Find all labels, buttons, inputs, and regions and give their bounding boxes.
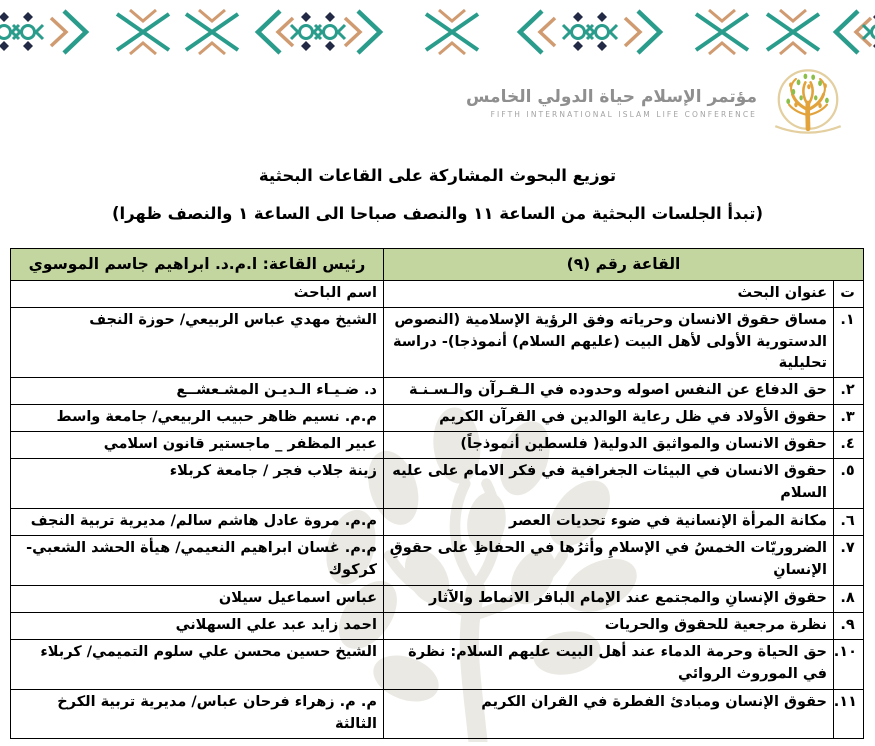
row-number: ٧. <box>833 535 864 586</box>
decorative-border-pattern <box>0 8 875 56</box>
table-row: ٥. حقوق الانسان في البيئات الجغرافية في … <box>9 458 864 509</box>
table-row: ٩. نظرة مرجعية للحقوق والحريات احمد زايد… <box>9 612 864 640</box>
tree-logo-icon <box>774 69 842 134</box>
conference-title-arabic: مؤتمر الإسلام حياة الدولي الخامس <box>466 87 757 108</box>
column-header-researcher: اسم الباحث <box>9 280 384 308</box>
hall-number-cell: القاعة رقم (٩) <box>382 248 865 281</box>
row-researcher-name: د. ضـيـاء الـديـن المشـعشــع <box>9 377 384 405</box>
row-number: ١٠. <box>833 639 864 690</box>
row-researcher-name: م.م. مروة عادل هاشم سالم/ مديرية تربية ا… <box>9 508 384 536</box>
row-number: ١١. <box>833 689 864 739</box>
conference-logo-text: مؤتمر الإسلام حياة الدولي الخامس FIFTH I… <box>466 87 757 118</box>
table-row: ٤. حقوق الانسان والمواثيق الدولية( فلسطي… <box>9 431 864 459</box>
row-research-title: حقوق الانسان والمواثيق الدولية( فلسطين أ… <box>382 431 835 459</box>
page: { "logo": { "title_ar": "مؤتمر الإسلام ح… <box>0 6 875 746</box>
conference-logo-block: مؤتمر الإسلام حياة الدولي الخامس FIFTH I… <box>466 60 851 146</box>
row-number: ٨. <box>833 585 864 613</box>
row-researcher-name: م.م. نسيم ظاهر حبيب الربيعي/ جامعة واسط <box>9 404 384 432</box>
decorative-border <box>0 6 875 58</box>
table-row: ٧. الضروريّات الخمسُ في الإسلامِ وأثرُها… <box>9 535 864 586</box>
row-research-title: حقوق الأولاد في ظل رعاية الوالدين في الق… <box>382 404 835 432</box>
row-number: ٩. <box>833 612 864 640</box>
papers-table: القاعة رقم (٩) رئيس القاعة: ا.م.د. ابراه… <box>9 248 865 739</box>
page-subtitle: (تبدأ الجلسات البحثية من الساعة ١١ والنص… <box>111 204 764 223</box>
row-number: ٣. <box>833 404 864 432</box>
row-researcher-name: عباس اسماعيل سيلان <box>9 585 384 613</box>
column-header-row: ت عنوان البحث اسم الباحث <box>9 280 864 308</box>
page-title: توزيع البحوث المشاركة على القاعات البحثي… <box>258 166 617 185</box>
row-number: ٦. <box>833 508 864 536</box>
table-body: ١. مساق حقوق الانسان وحرياته وفق الرؤية … <box>9 306 864 739</box>
row-researcher-name: م. م. زهراء فرحان عباس/ مديرية تربية الك… <box>9 689 384 739</box>
row-research-title: نظرة مرجعية للحقوق والحريات <box>382 612 835 640</box>
table-row: ١١. حقوق الإنسان ومبادئ الفطرة في القران… <box>9 689 864 739</box>
row-research-title: حق الدفاع عن النفس اصوله وحدوده في الـقـ… <box>382 377 835 405</box>
row-researcher-name: الشيخ مهدي عباس الربيعي/ حوزة النجف <box>9 306 384 379</box>
row-number: ٥. <box>833 458 864 509</box>
row-research-title: حقوق الانسان في البيئات الجغرافية في فكر… <box>382 458 835 509</box>
hall-header-row: القاعة رقم (٩) رئيس القاعة: ا.م.د. ابراه… <box>9 248 865 281</box>
row-number: ١. <box>833 306 864 379</box>
row-researcher-name: م.م. غسان ابراهيم النعيمي/ هيأة الحشد ال… <box>9 535 384 586</box>
hall-chair-cell: رئيس القاعة: ا.م.د. ابراهيم جاسم الموسوي <box>9 248 384 281</box>
table-row: ٨. حقوق الإنسانِ والمجتمع عند الإمام الب… <box>9 585 864 613</box>
row-research-title: مساق حقوق الانسان وحرياته وفق الرؤية الإ… <box>382 306 835 379</box>
table-row: ٣. حقوق الأولاد في ظل رعاية الوالدين في … <box>9 404 864 432</box>
row-research-title: حقوق الإنسانِ والمجتمع عند الإمام الباقر… <box>382 585 835 613</box>
row-research-title: حق الحياة وحرمة الدماء عند أهل البيت علي… <box>382 639 835 690</box>
row-number: ٢. <box>833 377 864 405</box>
column-header-number: ت <box>833 280 864 308</box>
row-researcher-name: عبير المظفر _ ماجستير قانون اسلامي <box>9 431 384 459</box>
conference-title-english: FIFTH INTERNATIONAL ISLAM LIFE CONFERENC… <box>490 109 757 119</box>
table-row: ١٠. حق الحياة وحرمة الدماء عند أهل البيت… <box>9 639 864 690</box>
table-row: ٦. مكانة المرأة الإنسانية في ضوء تحديات … <box>9 508 864 536</box>
row-research-title: مكانة المرأة الإنسانية في ضوء تحديات الع… <box>382 508 835 536</box>
row-research-title: الضروريّات الخمسُ في الإسلامِ وأثرُها في… <box>382 535 835 586</box>
conference-logo <box>765 60 851 146</box>
row-number: ٤. <box>833 431 864 459</box>
row-research-title: حقوق الإنسان ومبادئ الفطرة في القران الك… <box>382 689 835 739</box>
row-researcher-name: احمد زايد عبد علي السهلاني <box>9 612 384 640</box>
column-header-title: عنوان البحث <box>382 280 835 308</box>
row-researcher-name: زينة جلاب فجر / جامعة كربلاء <box>9 458 384 509</box>
row-researcher-name: الشيخ حسين محسن علي سلوم التميمي/ كربلاء <box>9 639 384 690</box>
table-row: ٢. حق الدفاع عن النفس اصوله وحدوده في ال… <box>9 377 864 405</box>
table-row: ١. مساق حقوق الانسان وحرياته وفق الرؤية … <box>9 306 864 379</box>
